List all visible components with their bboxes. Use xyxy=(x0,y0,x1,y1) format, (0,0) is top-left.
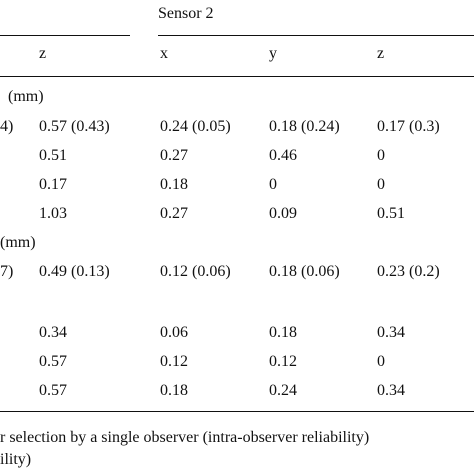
table-cell: 0.18 (0.24) xyxy=(269,118,340,135)
table-cell: 0 xyxy=(377,353,385,370)
table-cell: 0.49 (0.13) xyxy=(39,263,110,280)
section-label: (mm) xyxy=(0,234,36,251)
table-cell: 0 xyxy=(377,147,385,164)
column-header-y: y xyxy=(269,45,277,62)
header-rule-left xyxy=(0,35,130,36)
table-cell: 0.18 xyxy=(269,324,297,341)
table-cell: 0.06 xyxy=(160,324,188,341)
row-lead: 4) xyxy=(0,118,14,135)
table-cell: 0.09 xyxy=(269,205,297,222)
header-bottom-rule xyxy=(0,76,474,77)
table-cell: 0.27 xyxy=(160,205,188,222)
table-cell: 0.23 (0.2) xyxy=(377,263,440,280)
table-cell: 0.18 (0.06) xyxy=(269,263,340,280)
table-cell: 0.12 xyxy=(269,353,297,370)
table-cell: 0.24 xyxy=(269,382,297,399)
table-cell: 0.27 xyxy=(160,147,188,164)
column-header-x: x xyxy=(160,45,168,62)
table-cell: 0 xyxy=(377,176,385,193)
sensor-2-header: Sensor 2 xyxy=(158,5,214,22)
table-cell: 0.34 xyxy=(39,324,67,341)
table-cell: 0.34 xyxy=(377,324,405,341)
table-bottom-rule xyxy=(0,411,474,412)
table-cell: 0.12 (0.06) xyxy=(160,263,231,280)
footnote-line-1: r selection by a single observer (intra-… xyxy=(0,429,370,446)
table-cell: 0.18 xyxy=(160,176,188,193)
table-cell: 0.18 xyxy=(160,382,188,399)
table-cell: 0.24 (0.05) xyxy=(160,118,231,135)
table-cell: 0.46 xyxy=(269,147,297,164)
column-header-z: z xyxy=(39,45,47,62)
table-cell: 0.34 xyxy=(377,382,405,399)
footnote-line-2: ility) xyxy=(0,451,32,468)
table-cell: 0.57 (0.43) xyxy=(39,118,110,135)
table-cell: 0.17 xyxy=(39,176,67,193)
table-cell: 0.17 (0.3) xyxy=(377,118,440,135)
column-header-z-sensor-2: z xyxy=(377,45,385,62)
section-label: (mm) xyxy=(8,88,44,105)
table-cell: 0.51 xyxy=(39,147,67,164)
row-lead: 7) xyxy=(0,263,14,280)
table-cell: 0.57 xyxy=(39,382,67,399)
table-cell: 0.51 xyxy=(377,205,405,222)
table-cell: 0.12 xyxy=(160,353,188,370)
table-cell: 0 xyxy=(269,176,277,193)
table-cell: 0.57 xyxy=(39,353,67,370)
header-rule-sensor-2 xyxy=(158,35,474,36)
table-cell: 1.03 xyxy=(39,205,67,222)
